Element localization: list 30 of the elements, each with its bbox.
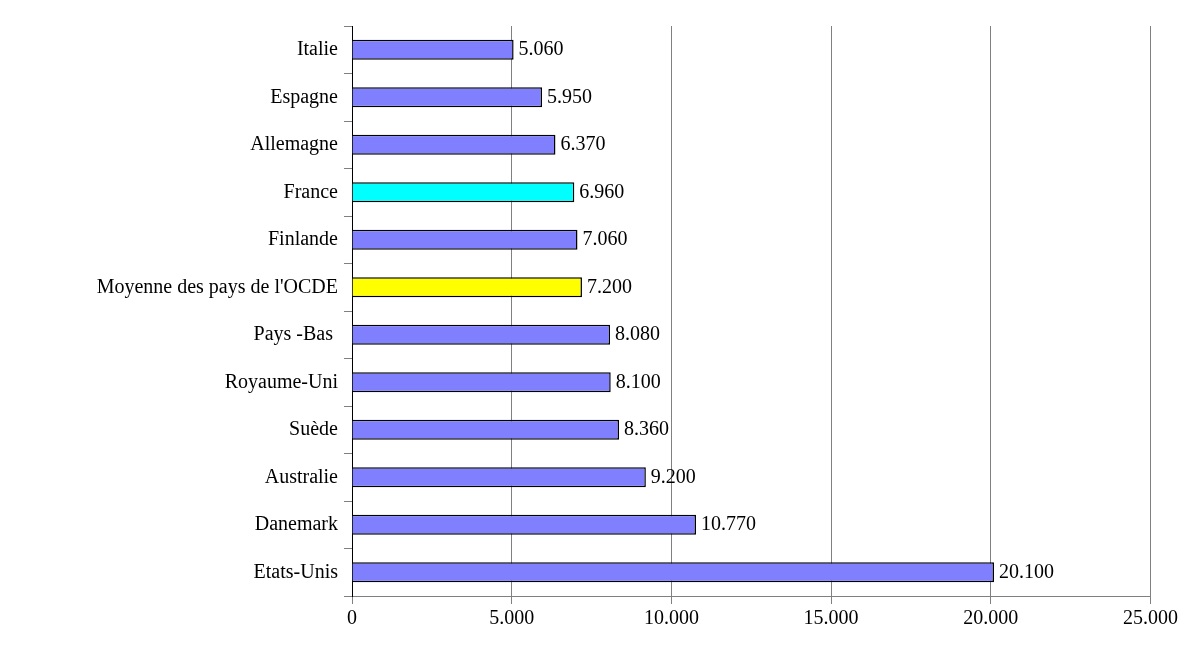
data-label: 8.360 xyxy=(624,417,670,439)
x-tick-label: 0 xyxy=(347,606,357,629)
x-tick-label: 5.000 xyxy=(489,606,535,629)
x-tick-label: 15.000 xyxy=(803,606,859,629)
data-label: 6.960 xyxy=(579,179,625,202)
y-tick-label: France xyxy=(283,179,339,202)
y-tick-label: Finlande xyxy=(268,227,339,249)
y-tick-label: Etats-Unis xyxy=(253,559,339,582)
y-tick-label: Espagne xyxy=(270,84,339,108)
y-tick-label: Australie xyxy=(264,464,339,487)
data-label: 6.370 xyxy=(560,132,606,154)
y-tick-label: Allemagne xyxy=(250,132,339,155)
data-label: 5.060 xyxy=(518,37,564,59)
y-tick-label: Moyenne des pays de l'OCDE xyxy=(96,274,338,298)
y-tick-label: Royaume-Uni xyxy=(224,369,339,393)
x-tick-label: 20.000 xyxy=(963,606,1019,629)
y-tick-label: Italie xyxy=(296,37,339,59)
y-tick-label: Danemark xyxy=(254,512,338,534)
x-tick-label: 25.000 xyxy=(1123,606,1178,629)
data-label: 8.100 xyxy=(615,369,661,392)
data-label: 7.200 xyxy=(586,274,632,297)
data-label: 7.060 xyxy=(582,227,628,249)
y-tick-label: Pays -Bas xyxy=(253,322,338,345)
y-tick-label: Suède xyxy=(289,417,339,439)
data-label: 8.080 xyxy=(615,322,661,344)
data-label: 9.200 xyxy=(650,464,696,487)
data-label: 5.950 xyxy=(547,84,593,107)
x-tick-label: 10.000 xyxy=(643,606,699,629)
data-label: 20.100 xyxy=(998,559,1054,582)
data-label: 10.770 xyxy=(700,512,756,534)
